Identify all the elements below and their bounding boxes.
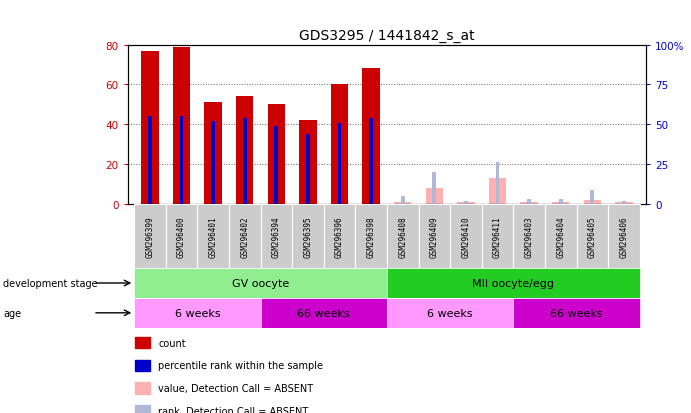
Bar bbox=[520, 202, 538, 204]
Bar bbox=[134, 268, 387, 298]
Bar bbox=[450, 204, 482, 268]
Bar bbox=[591, 190, 594, 204]
Bar bbox=[236, 97, 254, 204]
Text: 6 weeks: 6 weeks bbox=[175, 308, 220, 318]
Text: GSM296399: GSM296399 bbox=[145, 216, 155, 257]
Bar bbox=[394, 202, 411, 204]
Text: rank, Detection Call = ABSENT: rank, Detection Call = ABSENT bbox=[158, 406, 308, 413]
Text: GSM296394: GSM296394 bbox=[272, 216, 281, 257]
Bar bbox=[513, 204, 545, 268]
Text: age: age bbox=[3, 308, 21, 318]
Bar bbox=[559, 199, 562, 204]
Bar bbox=[180, 117, 183, 204]
Bar bbox=[299, 121, 316, 204]
Bar bbox=[457, 202, 475, 204]
Bar bbox=[622, 201, 626, 204]
Text: GSM296410: GSM296410 bbox=[462, 216, 471, 257]
Bar bbox=[495, 163, 500, 204]
Text: GV oocyte: GV oocyte bbox=[232, 278, 289, 288]
Bar bbox=[261, 204, 292, 268]
Text: GSM296411: GSM296411 bbox=[493, 216, 502, 257]
Bar bbox=[615, 202, 633, 204]
Bar bbox=[464, 201, 468, 204]
Bar bbox=[513, 298, 640, 328]
Bar bbox=[243, 119, 247, 204]
Bar bbox=[527, 199, 531, 204]
Bar bbox=[211, 122, 215, 204]
Text: GSM296409: GSM296409 bbox=[430, 216, 439, 257]
Text: GSM296401: GSM296401 bbox=[209, 216, 218, 257]
Bar bbox=[141, 51, 159, 204]
Text: GSM296404: GSM296404 bbox=[556, 216, 565, 257]
Bar bbox=[198, 204, 229, 268]
Text: 66 weeks: 66 weeks bbox=[550, 308, 603, 318]
Text: GSM296408: GSM296408 bbox=[398, 216, 407, 257]
Bar bbox=[205, 103, 222, 204]
Bar bbox=[267, 105, 285, 204]
Bar bbox=[387, 204, 419, 268]
Text: percentile rank within the sample: percentile rank within the sample bbox=[158, 361, 323, 370]
Bar bbox=[324, 204, 355, 268]
Bar bbox=[363, 69, 380, 204]
Bar bbox=[482, 204, 513, 268]
Text: GSM296402: GSM296402 bbox=[240, 216, 249, 257]
Bar bbox=[489, 178, 507, 204]
Bar bbox=[331, 85, 348, 204]
Bar bbox=[338, 123, 341, 204]
Text: GSM296405: GSM296405 bbox=[588, 216, 597, 257]
Bar bbox=[401, 197, 405, 204]
Text: GSM296395: GSM296395 bbox=[303, 216, 312, 257]
Bar bbox=[134, 204, 166, 268]
Bar bbox=[426, 188, 443, 204]
Bar bbox=[355, 204, 387, 268]
Bar bbox=[166, 204, 198, 268]
Bar bbox=[576, 204, 608, 268]
Bar bbox=[274, 126, 278, 204]
Bar bbox=[173, 47, 190, 204]
Text: development stage: development stage bbox=[3, 278, 98, 288]
Bar bbox=[261, 298, 387, 328]
Text: GSM296406: GSM296406 bbox=[619, 216, 629, 257]
Text: value, Detection Call = ABSENT: value, Detection Call = ABSENT bbox=[158, 383, 313, 393]
Bar bbox=[387, 298, 513, 328]
Bar bbox=[229, 204, 261, 268]
Bar bbox=[292, 204, 324, 268]
Text: count: count bbox=[158, 338, 186, 348]
Bar bbox=[584, 200, 601, 204]
Text: GSM296396: GSM296396 bbox=[335, 216, 344, 257]
Text: GSM296400: GSM296400 bbox=[177, 216, 186, 257]
Bar bbox=[433, 173, 436, 204]
Bar bbox=[608, 204, 640, 268]
Text: GSM296398: GSM296398 bbox=[367, 216, 376, 257]
Bar bbox=[552, 202, 569, 204]
Text: GSM296403: GSM296403 bbox=[524, 216, 533, 257]
Text: MII oocyte/egg: MII oocyte/egg bbox=[473, 278, 554, 288]
Bar bbox=[545, 204, 576, 268]
Bar bbox=[148, 117, 152, 204]
Text: 6 weeks: 6 weeks bbox=[427, 308, 473, 318]
Bar bbox=[306, 135, 310, 204]
Bar bbox=[387, 268, 640, 298]
Title: GDS3295 / 1441842_s_at: GDS3295 / 1441842_s_at bbox=[299, 29, 475, 43]
Bar bbox=[134, 298, 261, 328]
Bar bbox=[419, 204, 450, 268]
Text: 66 weeks: 66 weeks bbox=[297, 308, 350, 318]
Bar bbox=[369, 119, 373, 204]
